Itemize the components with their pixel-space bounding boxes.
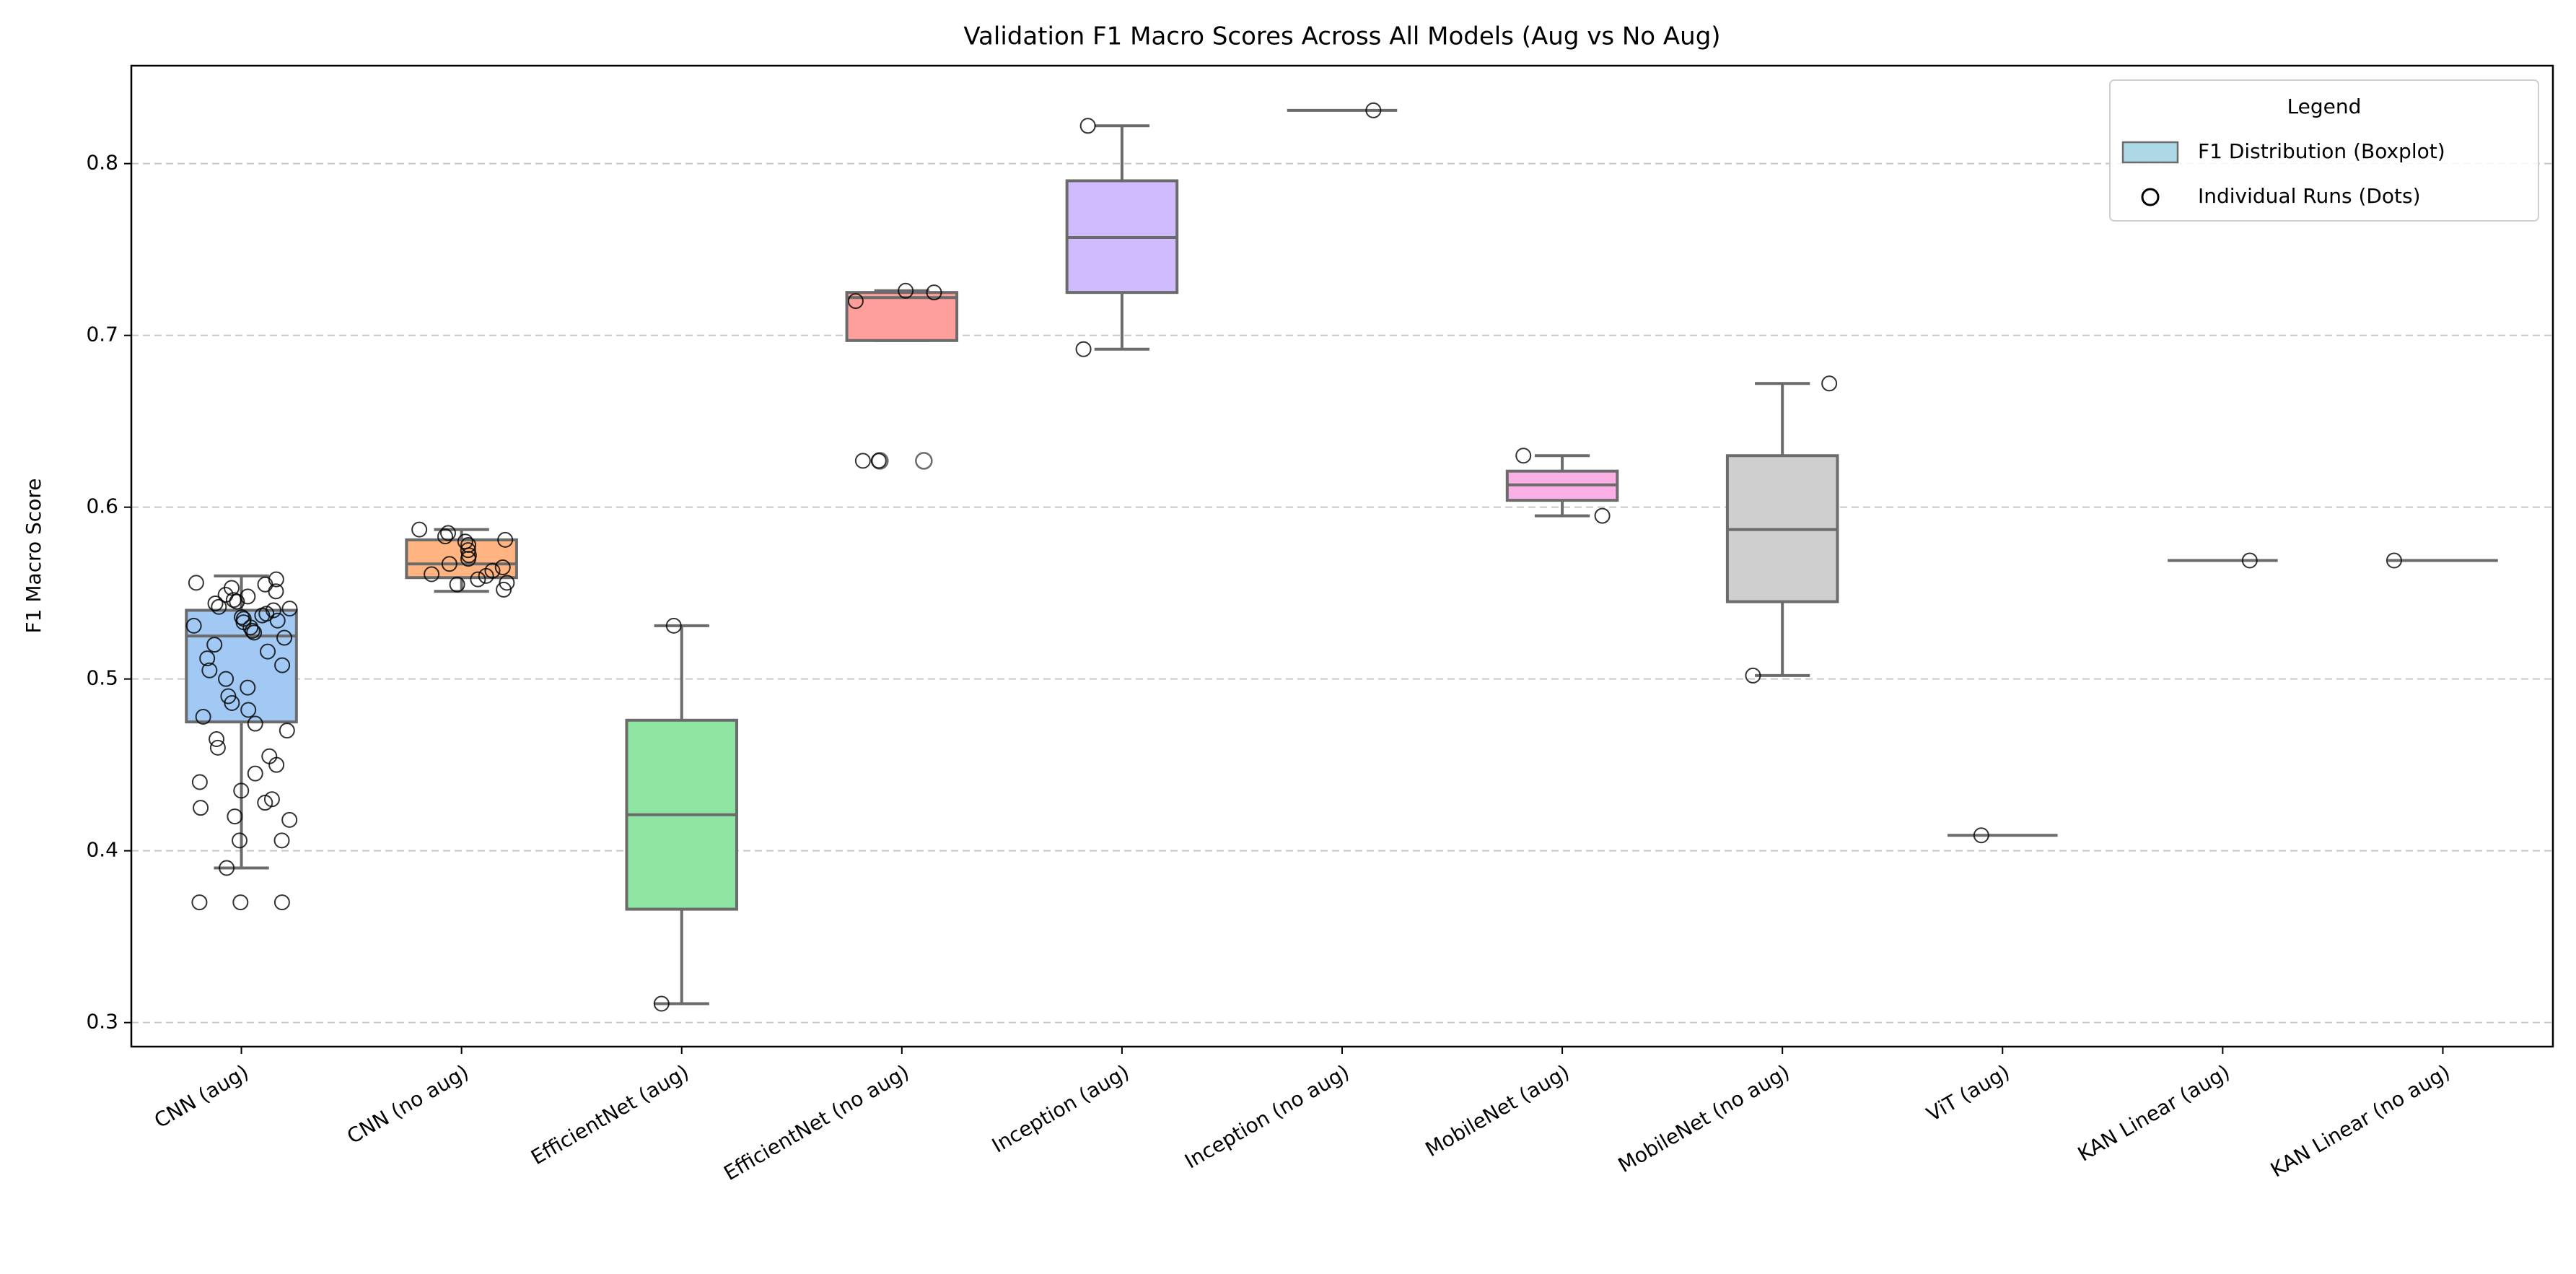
run-dot: [201, 662, 218, 679]
run-dot: [232, 894, 249, 911]
run-dot: [207, 595, 224, 611]
run-dot: [246, 624, 263, 641]
run-dot: [188, 575, 204, 591]
run-dot: [219, 860, 235, 876]
run-dot: [281, 601, 298, 617]
run-dot: [1821, 375, 1838, 392]
run-dot: [268, 583, 284, 600]
run-dot: [1973, 827, 1989, 844]
run-dot: [497, 531, 514, 548]
run-dot: [225, 592, 242, 608]
run-dot: [1365, 102, 1382, 118]
legend-swatch: [2121, 141, 2179, 164]
run-dot: [460, 542, 476, 559]
chart-title: Validation F1 Macro Scores Across All Mo…: [963, 22, 1720, 51]
run-dot: [269, 612, 286, 629]
run-dot: [496, 581, 512, 598]
run-dot: [273, 894, 290, 911]
run-dot: [240, 702, 257, 718]
run-dot: [494, 559, 511, 575]
y-axis-label: F1 Macro Score: [22, 479, 45, 634]
run-dot: [411, 521, 428, 538]
run-dot: [437, 528, 454, 545]
y-tick-label: 0.8: [86, 151, 118, 175]
run-dot: [247, 715, 263, 732]
legend-box: [2109, 79, 2539, 222]
run-dot: [242, 619, 259, 636]
run-dot: [260, 643, 276, 660]
run-dot: [847, 293, 864, 310]
run-dot: [268, 571, 284, 588]
run-dot: [217, 587, 234, 603]
run-dot: [254, 607, 271, 624]
legend-label: F1 Distribution (Boxplot): [2198, 139, 2445, 163]
run-dot: [274, 657, 291, 673]
run-dot: [218, 671, 235, 687]
y-tick-label: 0.6: [86, 494, 118, 518]
run-dot: [268, 756, 285, 773]
run-dot: [209, 739, 226, 756]
run-dot: [478, 567, 494, 584]
run-dot: [1745, 667, 1761, 684]
run-dot: [926, 284, 942, 301]
run-dot: [273, 832, 290, 849]
run-dot: [247, 765, 263, 782]
run-dot: [227, 808, 243, 825]
run-dot: [854, 453, 871, 469]
run-dot: [653, 995, 670, 1012]
run-dot: [870, 453, 887, 469]
run-dot: [2241, 552, 2258, 569]
run-dot: [276, 629, 293, 646]
run-dot: [232, 832, 248, 849]
run-dot: [424, 566, 440, 583]
run-dot: [460, 551, 477, 567]
run-dot: [233, 782, 250, 799]
run-dot: [209, 730, 225, 747]
box: [845, 291, 959, 342]
run-dot: [191, 894, 208, 911]
legend-label: Individual Runs (Dots): [2198, 184, 2421, 208]
plot-frame: [130, 64, 2554, 1048]
run-dot: [206, 637, 223, 653]
run-dot: [499, 575, 515, 591]
run-dot: [193, 800, 209, 816]
run-dot: [257, 795, 273, 811]
legend-title: Legend: [2287, 95, 2362, 118]
run-dot: [1075, 341, 1092, 357]
run-dot: [185, 617, 202, 634]
y-tick-label: 0.3: [86, 1010, 118, 1034]
run-dot: [281, 811, 298, 828]
run-dot: [1079, 118, 1096, 134]
run-dot: [199, 650, 216, 667]
run-dot: [1515, 448, 1532, 464]
run-dot: [279, 723, 295, 739]
run-dot: [191, 774, 208, 790]
legend-marker: [2141, 188, 2160, 206]
run-dot: [2386, 552, 2402, 569]
y-tick-label: 0.4: [86, 838, 118, 862]
run-dot: [898, 282, 914, 299]
run-dot: [224, 694, 240, 711]
run-dot: [441, 556, 457, 572]
run-dot: [244, 623, 260, 640]
run-dot: [665, 617, 682, 634]
run-dot: [195, 709, 211, 725]
run-dot: [1594, 507, 1611, 524]
run-dot: [439, 525, 456, 541]
y-tick-label: 0.7: [86, 323, 118, 346]
y-tick-label: 0.5: [86, 666, 118, 690]
run-dot: [211, 598, 227, 615]
outlier: [915, 452, 933, 470]
run-dot: [449, 576, 465, 593]
run-dot: [229, 593, 245, 610]
run-dot: [240, 679, 256, 696]
run-dot: [470, 571, 486, 588]
